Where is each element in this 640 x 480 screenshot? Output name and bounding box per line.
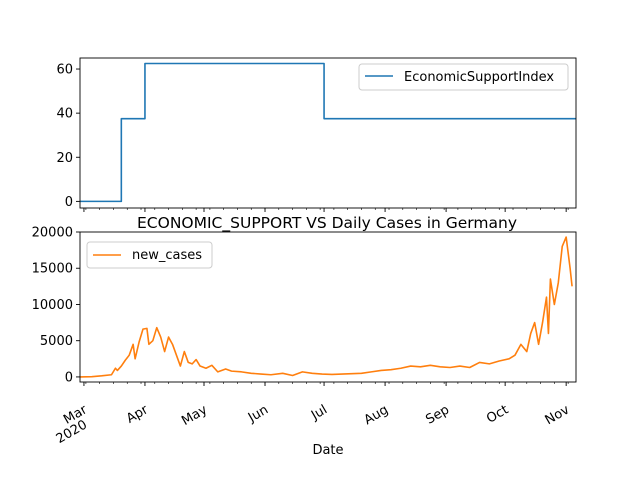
axes-frame [79, 231, 577, 383]
y-tick-label: 5000 [40, 334, 73, 349]
series-line-0 [79, 236, 573, 378]
legend-box [86, 241, 213, 269]
y-tick-label: 60 [56, 63, 73, 78]
y-tick-label: 20 [56, 151, 73, 166]
y-tick-label: 15000 [32, 262, 73, 277]
economic-support-x-ticks [83, 208, 569, 212]
chart-title: ECONOMIC_SUPPORT VS Daily Cases in Germa… [137, 214, 517, 233]
y-tick-label: 10000 [32, 298, 73, 313]
x-axis-label: Date [312, 443, 343, 458]
daily-cases-frame [79, 231, 577, 383]
x-tick-label: Jul [308, 402, 330, 423]
economic-support-y-ticks: 0 20 40 60 [56, 63, 80, 210]
y-tick-label: 40 [56, 107, 73, 122]
legend-box [358, 63, 569, 91]
daily-cases-lines [79, 236, 573, 378]
series-line-0 [80, 62, 576, 203]
daily-cases-y-ticks: 0 5000 10000 15000 20000 [32, 226, 80, 385]
legend-label-new-cases: new_cases [132, 248, 202, 263]
axes-frame [79, 57, 577, 209]
economic-support-axes: 0 20 40 60 EconomicSupportIndex [56, 57, 577, 212]
y-tick-label: 0 [65, 195, 73, 210]
economic-support-legend: EconomicSupportIndex [358, 63, 569, 91]
y-tick-label: 20000 [32, 226, 73, 241]
economic-support-lines [80, 62, 576, 203]
legend-label-economic-support: EconomicSupportIndex [404, 70, 554, 85]
daily-cases-legend: new_cases [86, 241, 213, 269]
economic-support-frame [79, 57, 577, 209]
y-tick-label: 0 [65, 370, 73, 385]
